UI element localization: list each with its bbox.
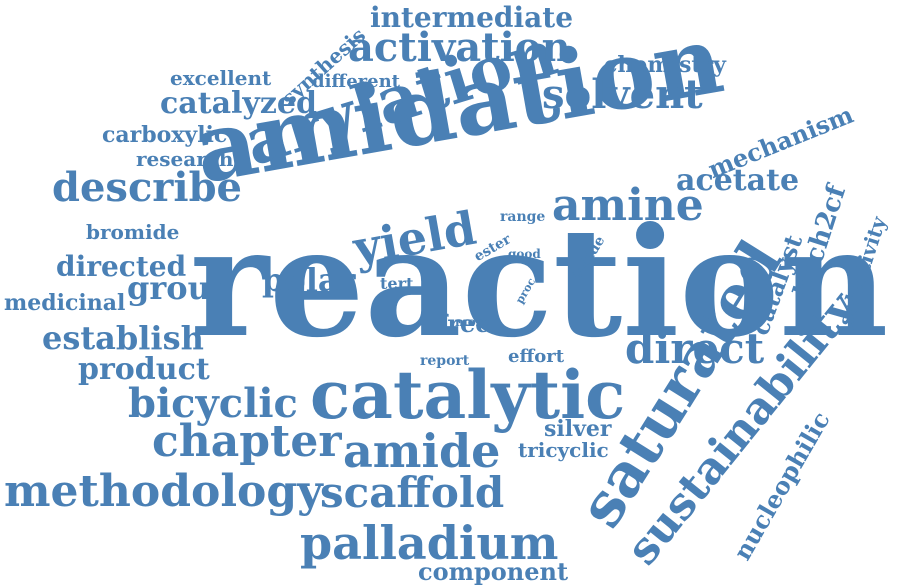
word-good: good — [508, 247, 541, 261]
word-report: report — [420, 353, 470, 369]
word-free: free — [437, 309, 491, 338]
word-describe: describe — [52, 164, 242, 211]
word-catalytic: catalytic — [310, 356, 626, 434]
word-silver: silver — [544, 416, 612, 442]
word-chemistry: chemistry — [604, 52, 726, 78]
word-palladium: palladium — [300, 516, 559, 570]
word-scaffold: scaffold — [320, 468, 505, 517]
word-direct: direct — [625, 324, 765, 373]
word-effort: effort — [508, 346, 565, 367]
word-chapter: chapter — [152, 416, 342, 467]
word-reaction: reaction — [190, 195, 889, 371]
word-carboxylic: carboxylic — [102, 122, 228, 148]
word-amine: amine — [552, 180, 704, 231]
word-amide: amide — [343, 424, 501, 478]
word-directed: directed — [56, 250, 187, 283]
word-catalyzed: catalyzed — [160, 86, 317, 121]
word-product: product — [78, 352, 210, 387]
word-medicinal: medicinal — [4, 290, 126, 316]
word-more: more — [455, 315, 490, 329]
word-component: component — [418, 557, 569, 586]
word-methodology: methodology — [4, 466, 323, 517]
word-establish: establish — [42, 319, 204, 357]
word-bicyclic: bicyclic — [128, 380, 298, 427]
word-range: range — [500, 209, 546, 225]
word-bromide: bromide — [86, 220, 180, 244]
word-solvent: solvent — [542, 71, 703, 118]
word-group: group — [127, 269, 234, 307]
word-acetate: acetate — [676, 163, 800, 198]
word-excellent: excellent — [170, 66, 272, 90]
word-tricyclic: tricyclic — [518, 438, 609, 462]
word-activation: activation — [348, 24, 571, 71]
word-research: research — [136, 147, 234, 171]
word-tert: tert — [380, 274, 414, 293]
word-intermediate: intermediate — [370, 1, 574, 34]
word-different: different — [312, 71, 400, 92]
word-polar: polar — [262, 261, 356, 299]
